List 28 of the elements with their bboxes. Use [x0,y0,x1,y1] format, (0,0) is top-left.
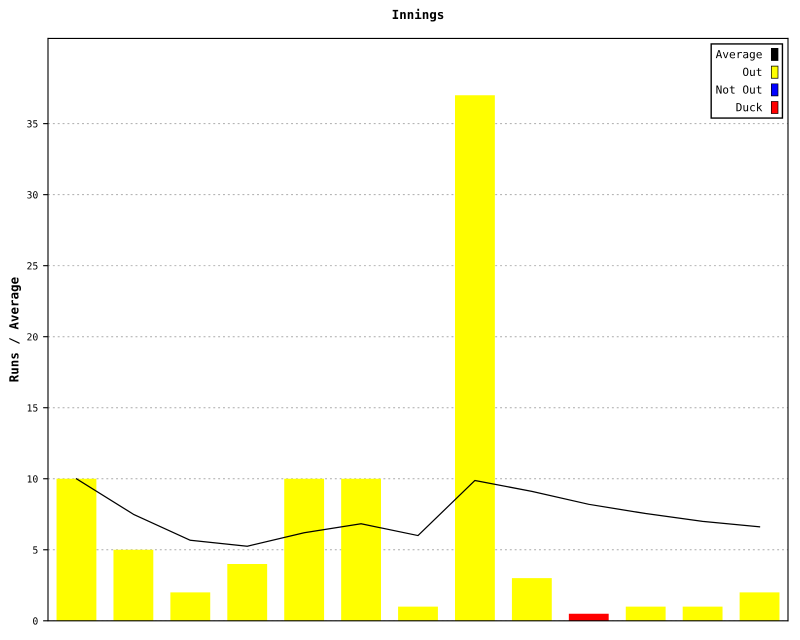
y-tick-label: 5 [33,546,38,554]
bar [227,564,268,621]
y-tick-label: 35 [27,120,38,128]
chart-title: Innings [392,8,444,22]
y-tick-label: 0 [33,617,38,625]
legend-label: Out [743,68,762,76]
bar [568,614,609,621]
bar [626,606,666,621]
legend-label: Average [716,50,762,61]
bar [56,478,96,621]
bar [740,592,780,621]
legend-label: Duck [736,102,762,112]
y-tick-label: 15 [28,404,38,412]
y-tick-label: 20 [27,333,38,341]
bar [341,478,381,621]
legend-label: Not Out [716,85,762,94]
bar [682,606,723,621]
bar [113,550,154,621]
bar [455,95,495,621]
bar [398,606,438,621]
bar [170,592,210,621]
y-axis-title: Runs / Average [9,277,22,382]
bar [512,578,552,621]
bar [284,478,324,621]
line-series [76,478,760,547]
y-tick-label: 10 [28,475,38,483]
y-tick-label: 30 [27,191,38,199]
y-tick-label: 25 [27,262,38,270]
